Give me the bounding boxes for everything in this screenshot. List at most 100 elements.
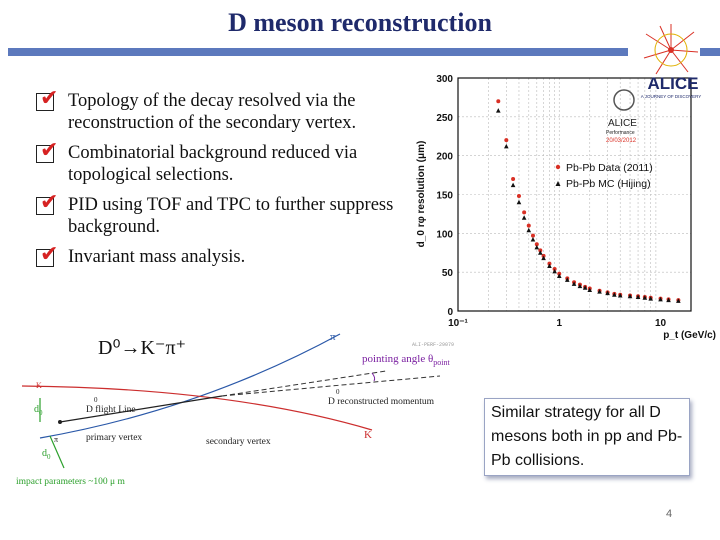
y-tick-label: 250: [436, 113, 453, 124]
data-point-mc: [666, 297, 671, 303]
data-point-mc: [648, 296, 654, 301]
y-tick-label: 50: [442, 268, 454, 279]
secondary-vertex-label: secondary vertex: [206, 437, 271, 447]
bullet-text: Topology of the decay resolved via the r…: [68, 91, 357, 133]
alice-burst-icon: [643, 24, 699, 75]
stamp-logo-icon: [613, 89, 635, 111]
checkbox-icon: ✔: [36, 244, 58, 267]
bullet-item: ✔ Invariant mass analysis.: [36, 244, 416, 268]
flight-line: [59, 395, 223, 423]
data-point-mc: [587, 287, 593, 293]
impact-parameter-label: impact parameters ~100 μ m: [16, 477, 126, 487]
kaon-label-top: K: [36, 381, 42, 390]
data-point-data: [534, 242, 539, 247]
pointing-angle-arc: [371, 372, 376, 382]
legend-marker-data: [555, 164, 561, 170]
data-point-data: [504, 138, 509, 143]
d0-kaon-label: d0: [34, 404, 43, 417]
checkbox-icon: ✔: [36, 88, 58, 111]
data-point-data: [516, 194, 521, 199]
kaon-track: [21, 385, 373, 431]
checkbox-icon: ✔: [36, 192, 58, 215]
data-point-data: [511, 176, 516, 181]
data-point-mc: [597, 289, 602, 294]
legend-label-mc: Pb-Pb MC (Hijing): [566, 178, 651, 190]
y-tick-label: 300: [436, 74, 453, 85]
bullet-item: ✔ PID using TOF and TPC to further suppr…: [36, 192, 416, 238]
legend: Pb-Pb Data (2011) Pb-Pb MC (Hijing): [555, 162, 653, 190]
bullet-text: Invariant mass analysis.: [68, 247, 246, 267]
data-point-mc: [530, 237, 536, 242]
data-point-data: [522, 210, 527, 215]
x-tick-label: 10: [655, 318, 667, 329]
y-axis-label: d_0 rφ resolution (μm): [416, 141, 427, 248]
data-point-mc: [642, 295, 648, 300]
pion-track: [39, 333, 341, 439]
y-tick-label: 150: [436, 191, 453, 202]
stamp-subtitle: Performance: [606, 130, 635, 136]
reco-momentum-label: D reconstructed momentum: [328, 397, 435, 407]
data-point-data: [526, 223, 531, 228]
data-point-mc: [521, 215, 527, 220]
data-point-mc: [541, 255, 546, 261]
data-point-mc: [617, 292, 623, 298]
bullet-item: ✔ Combinatorial background reduced via t…: [36, 140, 416, 186]
chart-grid: [457, 77, 692, 312]
x-tick-label: 10⁻¹: [448, 318, 468, 329]
title-divider-right: [700, 48, 720, 56]
alice-logo: ALICE A JOURNEY OF DISCOVERY: [636, 22, 706, 102]
reco-momentum-line: [221, 375, 441, 397]
alice-logo-subtitle: A JOURNEY OF DISCOVERY: [640, 94, 702, 99]
check-icon: ✔: [40, 242, 59, 267]
x-tick-label: 1: [556, 318, 562, 329]
data-point-mc: [495, 108, 501, 113]
data-point-mc: [516, 199, 522, 205]
axis-ticks: 0 50 100 150 200 250 300 10⁻¹ 1 10: [436, 74, 666, 329]
check-icon: ✔: [40, 86, 59, 111]
pointing-angle-label: pointing angle θpoint: [362, 353, 450, 367]
reco-momentum-sup: 0: [336, 388, 340, 396]
pointing-line: [221, 370, 387, 397]
data-point-data: [496, 99, 501, 104]
bullet-text: PID using TOF and TPC to further suppres…: [68, 195, 394, 237]
decay-reaction: D⁰→K⁻π⁺: [98, 337, 187, 359]
data-point-mc: [605, 290, 610, 296]
bullet-text: Combinatorial background reduced via top…: [68, 143, 358, 185]
data-point-mc: [534, 244, 540, 250]
legend-marker-mc: [555, 181, 561, 186]
data-point-mc: [658, 296, 663, 302]
performance-stamp: ALICE Performance 20/03/2012: [606, 89, 637, 144]
data-point-mc: [552, 268, 557, 274]
check-icon: ✔: [40, 138, 59, 163]
y-tick-label: 0: [447, 307, 453, 318]
alice-logo-text: ALICE: [647, 74, 699, 93]
stamp-title: ALICE: [608, 118, 637, 129]
checkbox-icon: ✔: [36, 140, 58, 163]
data-point-mc: [556, 273, 562, 279]
slide-title: D meson reconstruction: [228, 8, 492, 37]
data-point-data: [530, 233, 535, 238]
data-point-mc: [612, 292, 617, 297]
watermark: ALI-PERF-29079: [412, 342, 454, 348]
pion-small-label: π: [54, 435, 58, 444]
callout-box: Similar strategy for all D mesons both i…: [484, 398, 690, 476]
data-point-mc: [564, 277, 570, 282]
legend-label-data: Pb-Pb Data (2011): [566, 162, 653, 174]
flight-line-label: D flight Line: [86, 404, 136, 415]
pion-label: π: [330, 331, 336, 343]
data-point-mc: [676, 298, 681, 303]
page-number: 4: [666, 508, 673, 520]
data-point-mc: [635, 294, 641, 300]
data-point-mc: [526, 227, 532, 233]
title-divider: [8, 48, 628, 56]
data-point-mc: [504, 143, 509, 149]
flight-line-sup: 0: [94, 396, 98, 404]
data-points: [495, 99, 681, 303]
decay-topology-diagram: π K K π ALI-PERF-29079 pointing angle θp…: [16, 331, 454, 487]
primary-vertex-label: primary vertex: [86, 433, 142, 443]
bullet-item: ✔ Topology of the decay resolved via the…: [36, 88, 416, 134]
stamp-date: 20/03/2012: [606, 138, 637, 144]
primary-vertex-dot: [58, 420, 62, 424]
data-point-mc: [538, 250, 543, 255]
y-tick-label: 100: [436, 229, 453, 240]
